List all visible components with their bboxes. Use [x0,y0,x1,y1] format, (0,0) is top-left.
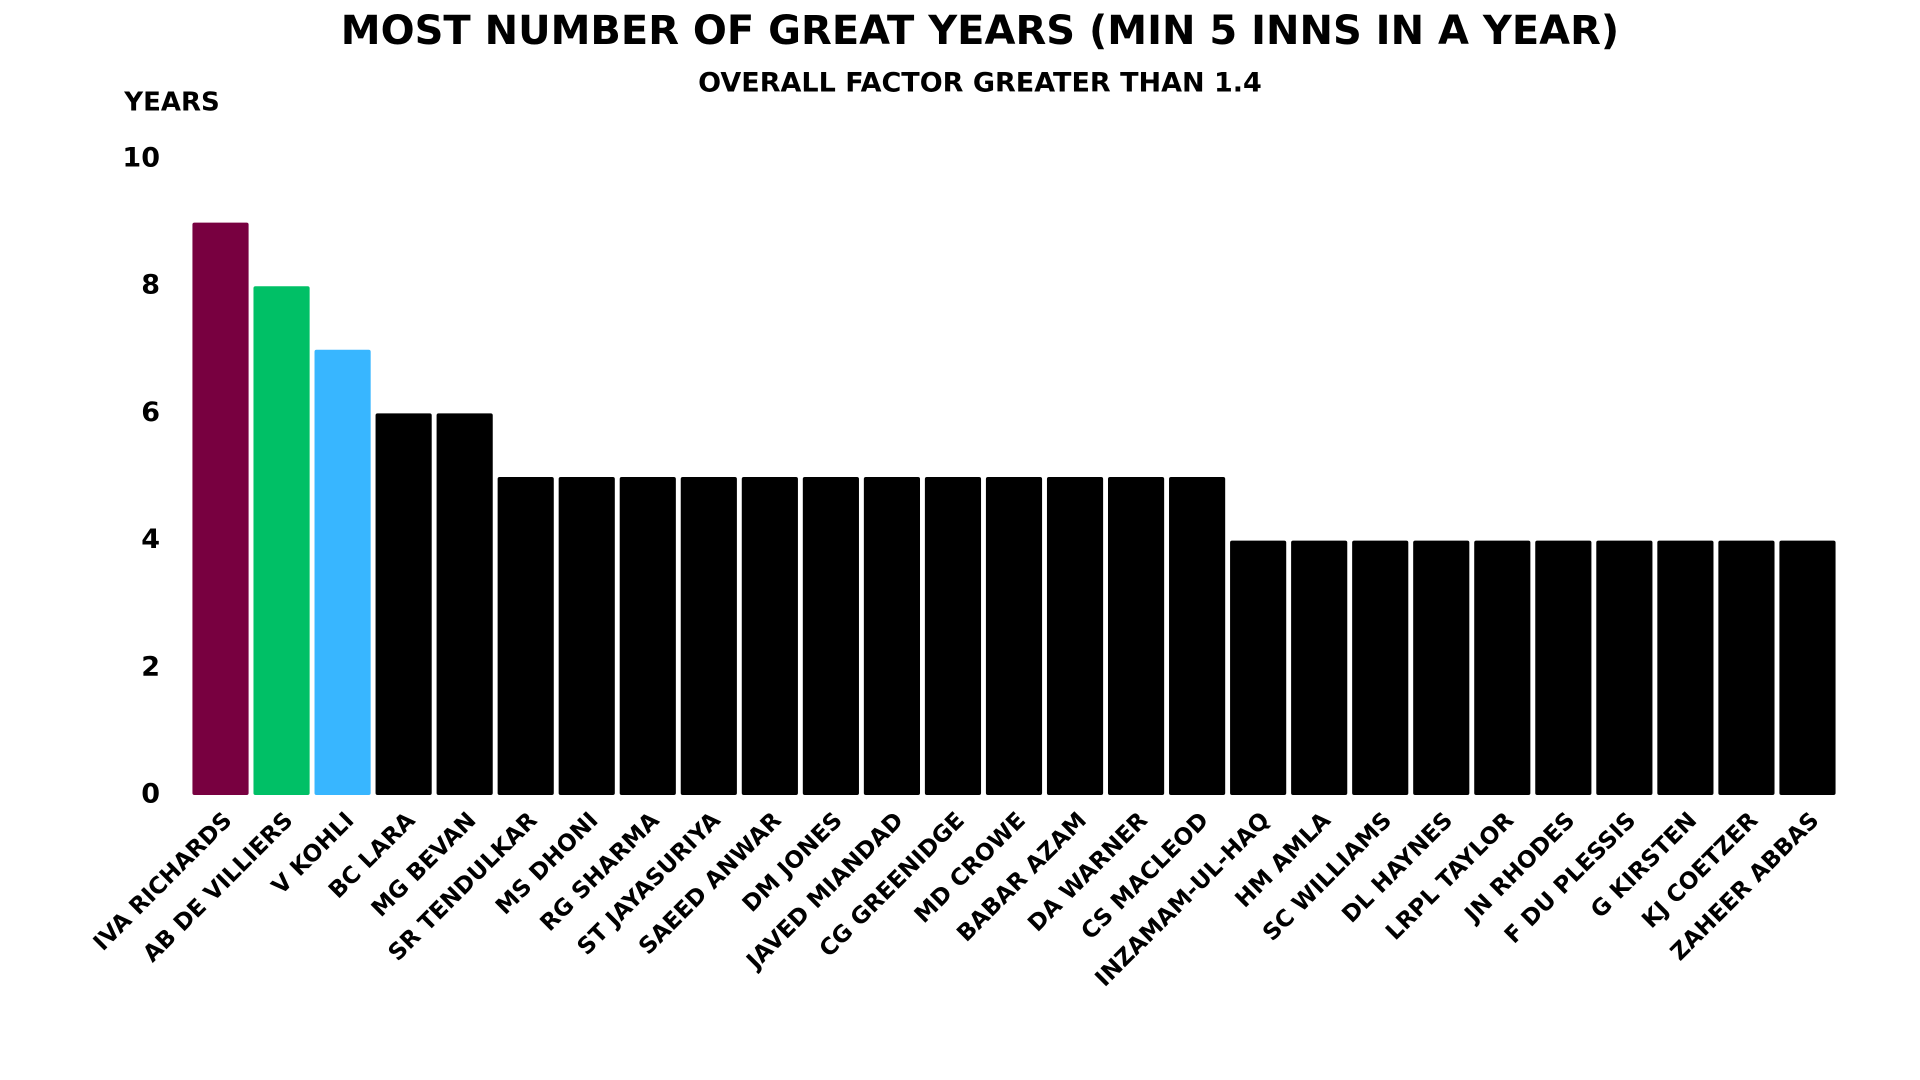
y-tick-label: 10 [122,143,160,174]
bar [1657,540,1714,795]
bar [314,349,371,795]
bar [924,477,982,795]
x-tick-label: G KIRSTEN [1586,807,1702,923]
bar [680,477,737,795]
bar [1107,477,1165,795]
y-tick-label: 6 [141,397,160,428]
bar [1169,477,1226,795]
bar [1046,477,1104,795]
bar [1474,540,1531,795]
bar [1535,540,1592,795]
chart-subtitle: OVERALL FACTOR GREATER THAN 1.4 [698,68,1262,99]
y-axis-label: YEARS [123,88,219,118]
bar [1291,540,1348,795]
bar [1596,540,1653,795]
y-tick-label: 4 [141,524,160,555]
y-tick-label: 2 [141,651,160,682]
bar [1718,540,1775,795]
bar [436,413,493,795]
bar [1230,540,1287,795]
bar [802,477,859,795]
bar [619,477,676,795]
bar [1352,540,1409,795]
bar [253,286,310,795]
bar [375,413,432,795]
bar [497,477,554,795]
y-tick-label: 0 [141,779,160,810]
chart-title: MOST NUMBER OF GREAT YEARS (MIN 5 INNS I… [341,8,1619,54]
bar [741,477,798,795]
y-tick-label: 8 [141,270,160,301]
bar [1779,540,1836,795]
bar [1413,540,1470,795]
bar [558,477,615,795]
bar [192,222,249,796]
bar [985,477,1043,795]
bar [863,477,921,795]
